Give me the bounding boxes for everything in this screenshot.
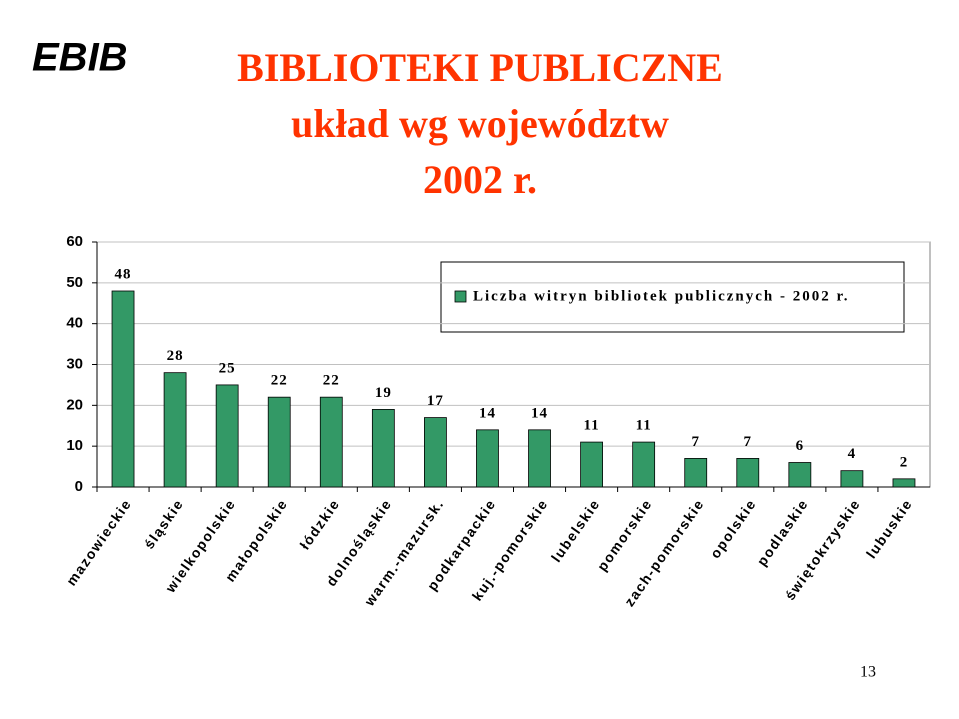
bar [788,462,812,488]
y-tick-label: 40 [66,315,83,332]
x-tick-label: opolskie [707,496,760,562]
value-label: 14 [531,405,548,421]
legend-swatch [454,290,467,303]
value-label: 7 [744,434,753,450]
x-tick-label: podlaskie [753,496,811,569]
bar [163,372,187,488]
value-label: 22 [323,373,340,389]
x-tick-label: łódzkie [296,496,342,553]
y-tick-label: 20 [66,396,83,413]
bar [684,458,708,488]
title-line: 2002 r. [423,157,537,202]
value-label: 19 [375,385,392,401]
bar [371,409,395,488]
value-label: 7 [691,434,700,450]
legend-label: Liczba witryn bibliotek publicznych - 20… [473,288,850,304]
value-label: 48 [115,266,132,282]
legend-box [440,261,905,333]
y-tick-label: 0 [75,478,83,495]
x-tick-label: mazowieckie [63,496,135,589]
title-line: układ wg województw [291,101,669,146]
bar [476,429,499,488]
bar [215,384,239,488]
value-label: 17 [427,393,444,409]
value-label: 11 [584,418,600,434]
value-label: 14 [479,405,496,421]
y-tick-label: 30 [66,355,83,372]
bar [267,396,291,488]
page-number: 13 [860,664,876,681]
bar [840,470,864,488]
y-tick-label: 60 [66,233,83,250]
bar [892,478,916,488]
bar [319,396,343,488]
bar [424,417,447,488]
value-label: 4 [848,446,857,462]
logo: EBIB [32,36,128,80]
value-label: 28 [167,348,184,364]
x-tick-label: lubelskie [548,496,603,565]
y-tick-label: 10 [66,437,83,454]
bar [632,441,656,488]
value-label: 25 [219,360,236,376]
x-tick-label: śląskie [141,496,187,552]
value-label: 22 [271,373,288,389]
value-label: 6 [796,438,805,454]
bar [111,290,135,488]
x-tick-label: lubuskie [863,496,916,562]
title-line: BIBLIOTEKI PUBLICZNE [237,45,723,90]
y-tick-label: 50 [66,274,83,291]
bar [528,429,551,488]
bar [580,441,603,488]
value-label: 2 [900,454,909,470]
bar [736,458,760,488]
x-tick-label: pomorskie [594,496,655,574]
value-label: 11 [636,418,652,434]
